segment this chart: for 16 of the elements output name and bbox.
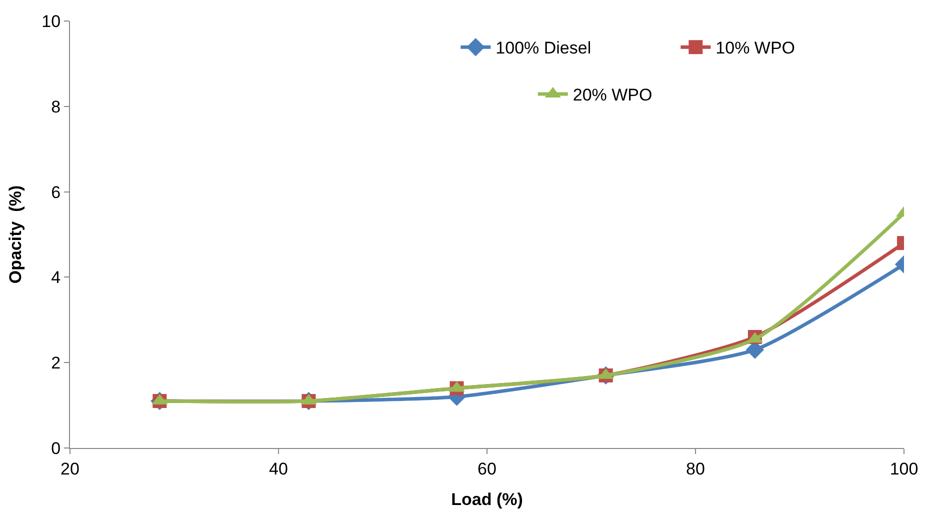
y-tick-label: 6	[51, 182, 61, 202]
y-tick-label: 8	[51, 97, 61, 116]
x-tick-label: 20	[60, 459, 80, 478]
y-tick-label: 10	[42, 12, 61, 31]
y-tick-label: 0	[51, 438, 61, 458]
x-tick-label: 100	[890, 459, 918, 478]
y-tick-label: 4	[51, 268, 61, 288]
legend-label: 100% Diesel	[496, 38, 592, 58]
x-tick-label: 80	[686, 459, 705, 478]
x-tick-label: 60	[478, 459, 496, 478]
legend-label: 10% WPO	[716, 38, 796, 58]
y-axis-title: Opacity (%)	[6, 185, 26, 284]
y-tick-label: 2	[51, 354, 61, 373]
legend-label: 20% WPO	[572, 86, 652, 105]
x-axis-title: Load (%)	[451, 490, 523, 509]
x-tick-label: 40	[269, 459, 288, 478]
